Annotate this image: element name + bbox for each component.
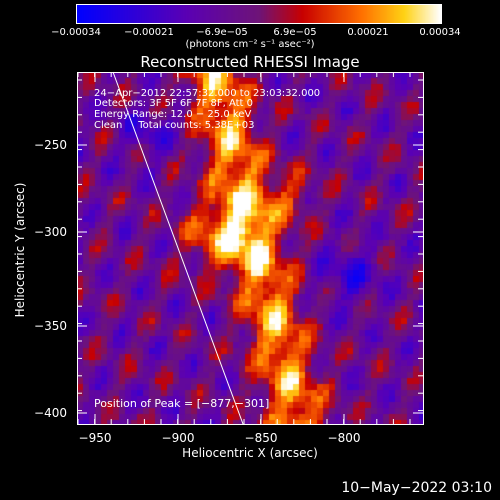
colorbar-tick: −0.00021 <box>124 27 174 38</box>
x-axis-label: Heliocentric X (arcsec) <box>182 446 318 460</box>
y-tick-label: −300 <box>34 225 67 239</box>
x-tick-label: −850 <box>244 431 278 445</box>
colorbar <box>76 4 442 24</box>
y-tick-label: −350 <box>34 319 67 333</box>
x-tick-label: −900 <box>161 431 195 445</box>
info-line-date: 24−Apr−2012 22:57:32.000 to 23:03:32.000 <box>94 88 321 99</box>
colorbar-tick: −6.9e−05 <box>196 27 248 38</box>
colorbar-units: (photons cm⁻² s⁻¹ asec⁻²) <box>185 39 315 50</box>
info-line-energy: Energy Range: 12.0 − 25.0 keV <box>94 109 252 120</box>
image-title: Reconstructed RHESSI Image <box>140 53 360 71</box>
y-tick-label: −400 <box>34 406 67 420</box>
info-line-clean: Clean Total counts: 5.38E+03 <box>94 120 255 131</box>
info-line-detectors: Detectors: 3F 5F 6F 7F 8F, Att 0 <box>94 98 254 109</box>
colorbar-tick: −0.00034 <box>51 27 101 38</box>
footer-timestamp: 10−May−2022 03:10 <box>341 480 492 496</box>
y-axis-label: Heliocentric Y (arcsec) <box>13 182 27 318</box>
x-tick-label: −950 <box>78 431 112 445</box>
colorbar-tick: 0.00021 <box>347 27 389 38</box>
y-tick-label: −250 <box>34 138 67 152</box>
x-tick-label: −800 <box>327 431 361 445</box>
peak-position: Position of Peak = [−877,−301] <box>94 397 270 410</box>
colorbar-tick: 0.00034 <box>419 27 461 38</box>
colorbar-tick: 6.9e−05 <box>273 27 317 38</box>
